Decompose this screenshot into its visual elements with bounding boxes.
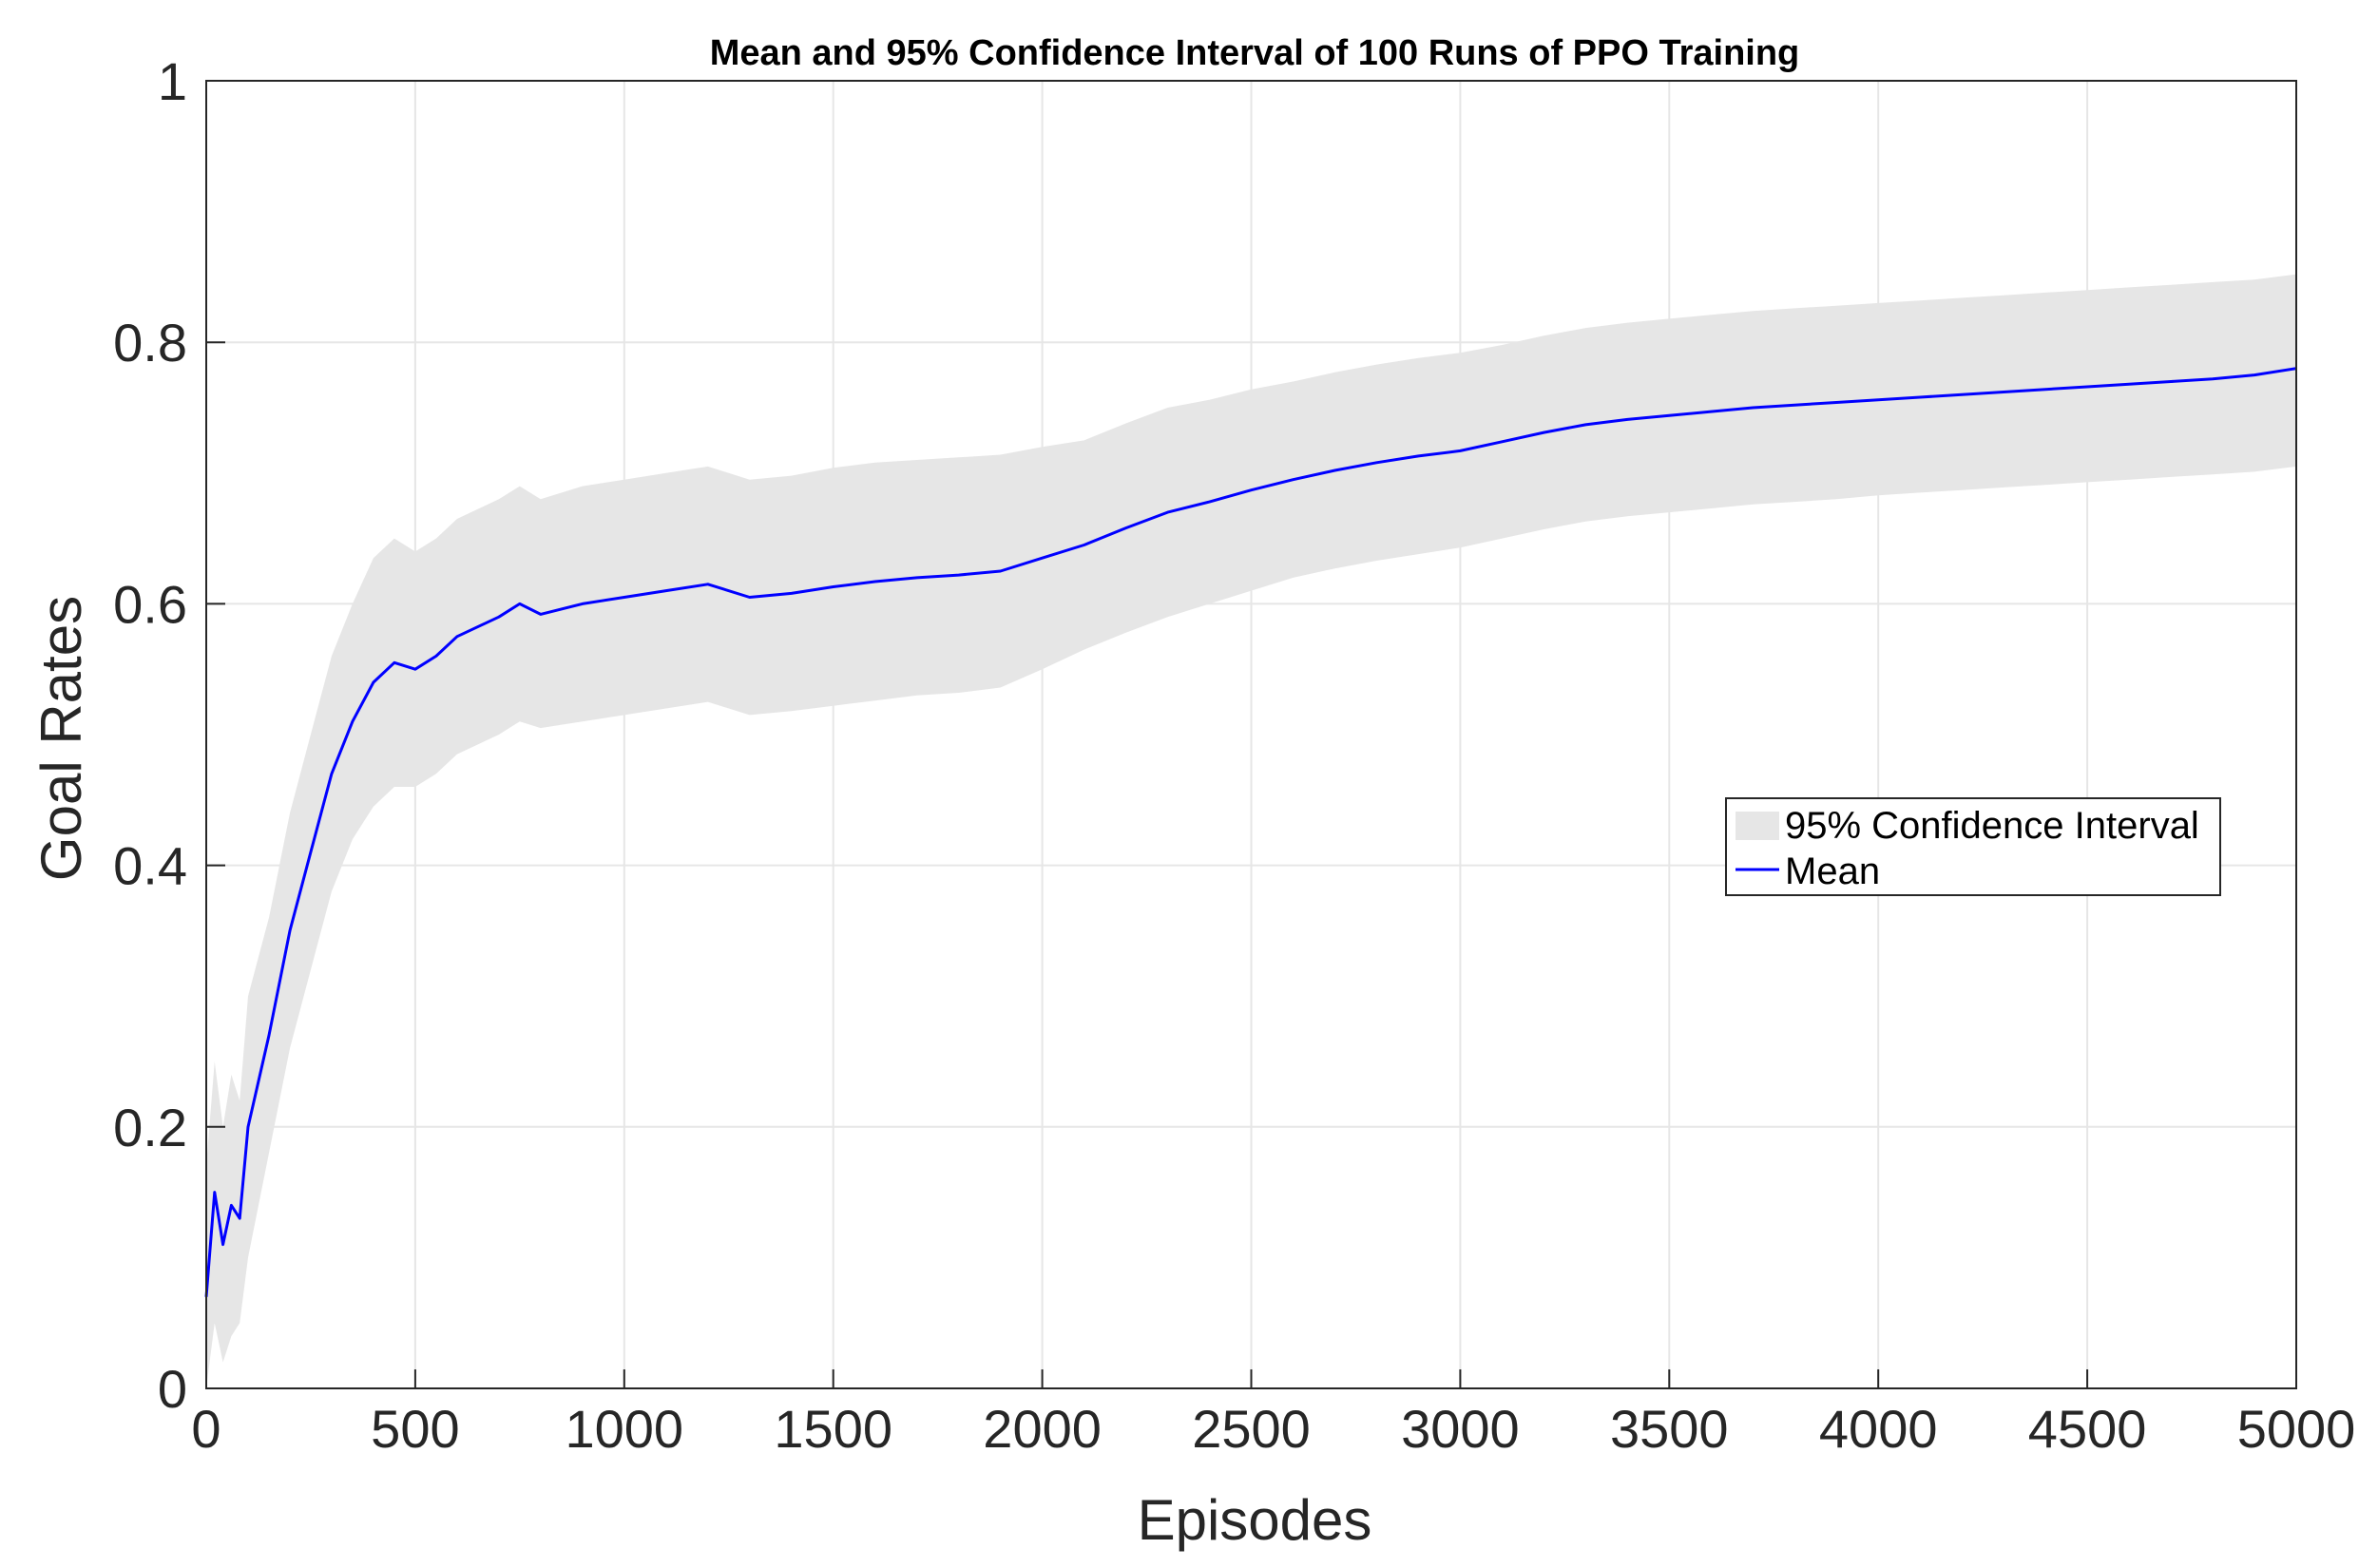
x-tick-label: 3500 [1610,1399,1729,1459]
y-axis-label: Goal Rates [29,596,93,881]
confidence-interval-band [206,274,2296,1389]
y-tick-label: 0.2 [113,1098,187,1157]
mean-line [204,367,2297,1297]
x-tick-label: 1000 [566,1399,684,1459]
mean-line-layer [204,367,2297,1297]
y-tick-label: 0.6 [113,574,187,634]
legend-box [1725,797,2221,896]
x-tick-label: 0 [191,1399,221,1459]
legend-mean-label: Mean [1785,851,1880,892]
x-tick-label: 4500 [2028,1399,2147,1459]
x-tick-label: 3000 [1401,1399,1520,1459]
y-tick-label: 0.8 [113,313,187,373]
x-tick-labels: 0 500 1000 1500 2000 2500 3000 3500 4000 4500 5000 [191,1399,2355,1459]
confidence-band-layer [206,274,2296,1389]
legend-band-swatch [1736,812,1779,840]
legend-band-label: 95% Confidence Interval [1785,805,2199,847]
tick-marks [205,80,2297,1389]
legend: 95% Confidence Interval Mean [1725,797,2221,896]
x-tick-label: 5000 [2237,1399,2356,1459]
y-tick-label: 1 [158,51,187,111]
x-tick-label: 2000 [983,1399,1102,1459]
x-tick-label: 500 [371,1399,459,1459]
x-tick-label: 4000 [1819,1399,1938,1459]
y-tick-label: 0 [158,1359,187,1419]
x-tick-label: 1500 [774,1399,892,1459]
y-tick-label: 0.4 [113,836,187,896]
x-tick-label: 2500 [1192,1399,1311,1459]
x-axis-label: Episodes [1138,1488,1372,1552]
chart-title: Mean and 95% Confidence Interval of 100 … [710,33,1800,73]
y-tick-labels: 0 0.2 0.4 0.6 0.8 1 [113,51,187,1419]
